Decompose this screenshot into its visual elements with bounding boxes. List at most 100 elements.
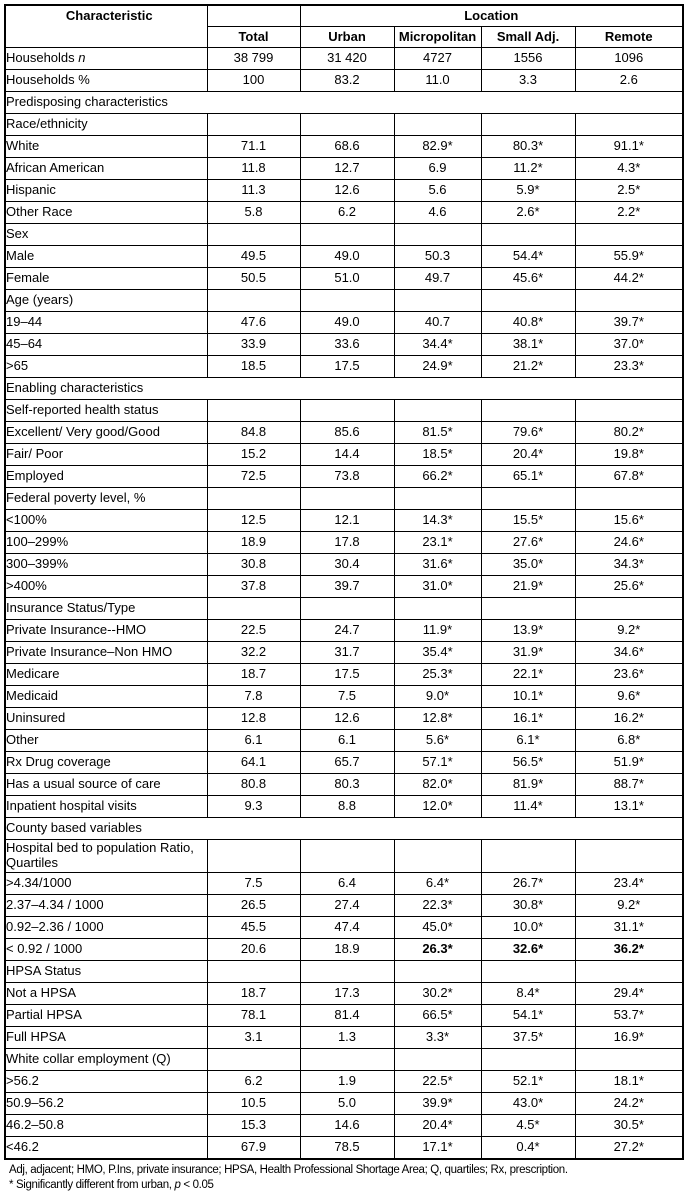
cell-value: 56.5* [480, 751, 576, 774]
cell-value: 49.7 [393, 267, 482, 290]
group-label: Sex [4, 223, 208, 246]
cell-value: 16.1* [480, 707, 576, 730]
row-label: Partial HPSA [4, 1003, 208, 1027]
cell-value: 34.4* [393, 333, 482, 356]
row-label: <46.2 [4, 1135, 208, 1160]
cell-value [480, 1047, 576, 1071]
cell-value: 26.3* [393, 937, 482, 961]
cell-value: 13.9* [480, 619, 576, 642]
cell-value: 1556 [480, 47, 576, 70]
cell-value: 9.2* [574, 893, 684, 917]
cell-value: 34.3* [574, 553, 684, 576]
table-row: African American 11.8 12.7 6.9 11.2* 4.3* [4, 157, 684, 180]
table-row: White collar employment (Q) [4, 1047, 684, 1071]
row-label: Uninsured [4, 707, 208, 730]
table-row: 45–64 33.9 33.6 34.4* 38.1* 37.0* [4, 333, 684, 356]
table-row: Households n 38 799 31 420 4727 1556 1096 [4, 47, 684, 70]
cell-value: 6.8* [574, 729, 684, 752]
table-row: Insurance Status/Type [4, 597, 684, 620]
cell-value: 18.9 [206, 531, 301, 554]
cell-value: 7.8 [206, 685, 301, 708]
cell-value: 84.8 [206, 421, 301, 444]
table-row: HPSA Status [4, 959, 684, 983]
cell-value [299, 399, 395, 422]
cell-value: 44.2* [574, 267, 684, 290]
cell-value: 10.1* [480, 685, 576, 708]
cell-value: 71.1 [206, 135, 301, 158]
table-row: Self-reported health status [4, 399, 684, 422]
cell-value [393, 223, 482, 246]
cell-value: 17.3 [299, 981, 395, 1005]
cell-value: 11.4* [480, 795, 576, 818]
cell-value: 79.6* [480, 421, 576, 444]
cell-value: 30.5* [574, 1113, 684, 1137]
cell-value [480, 289, 576, 312]
row-label: Employed [4, 465, 208, 488]
cell-value: 80.3* [480, 135, 576, 158]
cell-value: 66.2* [393, 465, 482, 488]
cell-value: 32.6* [480, 937, 576, 961]
cell-value: 38 799 [206, 47, 301, 70]
cell-value [574, 289, 684, 312]
cell-value: 2.6 [574, 69, 684, 92]
cell-value: 49.5 [206, 245, 301, 268]
cell-value: 67.8* [574, 465, 684, 488]
table-row: >4.34/1000 7.5 6.4 6.4* 26.7* 23.4* [4, 871, 684, 895]
section-label: Predisposing characteristics [4, 91, 684, 114]
row-label: 100–299% [4, 531, 208, 554]
cell-value [206, 839, 301, 873]
table-row: 46.2–50.8 15.3 14.6 20.4* 4.5* 30.5* [4, 1113, 684, 1137]
column-header-urban: Urban [299, 26, 395, 48]
cell-value: 1.3 [299, 1025, 395, 1049]
cell-value [299, 223, 395, 246]
characteristics-table: Characteristic Location Total Urban Micr… [4, 4, 685, 1160]
table-row: Race/ethnicity [4, 113, 684, 136]
column-header-remote: Remote [574, 26, 684, 48]
row-label: Private Insurance--HMO [4, 619, 208, 642]
cell-value: 7.5 [299, 685, 395, 708]
cell-value: 27.6* [480, 531, 576, 554]
cell-value: 72.5 [206, 465, 301, 488]
cell-value: 29.4* [574, 981, 684, 1005]
cell-value: 51.0 [299, 267, 395, 290]
table-row: County based variables [4, 817, 684, 840]
row-label: Has a usual source of care [4, 773, 208, 796]
cell-value: 9.3 [206, 795, 301, 818]
cell-value: 9.2* [574, 619, 684, 642]
cell-value: 37.5* [480, 1025, 576, 1049]
cell-value [299, 597, 395, 620]
cell-value: 13.1* [574, 795, 684, 818]
cell-value: 81.4 [299, 1003, 395, 1027]
row-label: >400% [4, 575, 208, 598]
cell-value: 35.0* [480, 553, 576, 576]
group-label: Race/ethnicity [4, 113, 208, 136]
cell-value: 31 420 [299, 47, 395, 70]
cell-value: 6.1 [299, 729, 395, 752]
cell-value: 10.5 [206, 1091, 301, 1115]
cell-value: 22.5 [206, 619, 301, 642]
cell-value: 11.3 [206, 179, 301, 202]
row-label: Medicare [4, 663, 208, 686]
cell-value: 34.6* [574, 641, 684, 664]
cell-value: 78.1 [206, 1003, 301, 1027]
cell-value: 85.6 [299, 421, 395, 444]
cell-value: 6.4* [393, 871, 482, 895]
cell-value: 4727 [393, 47, 482, 70]
cell-value: 31.0* [393, 575, 482, 598]
table-row: 19–44 47.6 49.0 40.7 40.8* 39.7* [4, 311, 684, 334]
cell-value: 26.7* [480, 871, 576, 895]
cell-value: 30.4 [299, 553, 395, 576]
column-header-total: Total [206, 26, 301, 48]
cell-value: 38.1* [480, 333, 576, 356]
cell-value: 10.0* [480, 915, 576, 939]
table-row: <46.2 67.9 78.5 17.1* 0.4* 27.2* [4, 1135, 684, 1160]
cell-value: 25.3* [393, 663, 482, 686]
row-label: White [4, 135, 208, 158]
table-row: Female 50.5 51.0 49.7 45.6* 44.2* [4, 267, 684, 290]
cell-value: 81.9* [480, 773, 576, 796]
cell-value [206, 289, 301, 312]
cell-value: 16.9* [574, 1025, 684, 1049]
cell-value [206, 597, 301, 620]
row-label: < 0.92 / 1000 [4, 937, 208, 961]
